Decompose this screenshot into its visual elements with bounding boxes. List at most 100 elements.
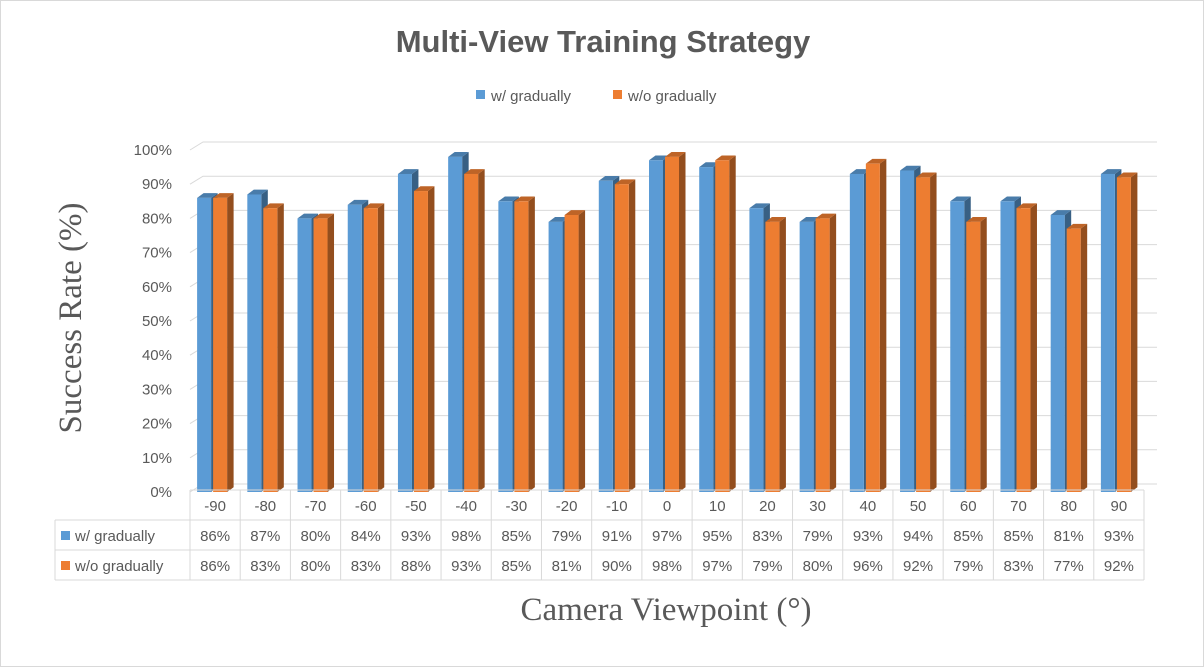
data-label: 79% — [803, 528, 833, 545]
gridline — [189, 141, 1157, 151]
bar-wo-gradually--10 — [614, 179, 636, 492]
legend-swatch-wo-gradually — [613, 90, 622, 99]
data-label: 91% — [602, 528, 632, 545]
x-tick-label: -30 — [506, 498, 528, 515]
bar-wo-gradually-20 — [765, 217, 786, 492]
y-tick-label: 60% — [142, 279, 172, 296]
x-tick-label: 50 — [910, 498, 927, 515]
table-legend-swatch — [61, 531, 70, 540]
bar-wo-gradually--90 — [213, 193, 234, 492]
table-row-label: w/o gradually — [74, 558, 164, 575]
y-axis-title: Success Rate (%) — [53, 203, 89, 434]
table-legend-swatch — [61, 561, 70, 570]
bar-wo-gradually--70 — [313, 213, 335, 492]
data-label: 83% — [250, 558, 280, 575]
bar-wo-gradually-0 — [665, 152, 686, 493]
x-tick-label: 30 — [809, 498, 826, 515]
y-tick-label: 100% — [134, 142, 172, 159]
table-row-label: w/ gradually — [74, 528, 156, 545]
data-label: 86% — [200, 528, 230, 545]
data-label: 96% — [853, 558, 883, 575]
y-axis-ticks: 0% 10% 20% 30% 40% 50% 60% 70% 80% 90% 100% — [134, 142, 172, 501]
data-label: 94% — [903, 528, 933, 545]
data-label: 92% — [903, 558, 933, 575]
data-label: 93% — [401, 528, 431, 545]
x-tick-label: -50 — [405, 498, 427, 515]
data-label: 83% — [1003, 558, 1033, 575]
data-label: 93% — [853, 528, 883, 545]
data-label: 81% — [552, 558, 582, 575]
legend-swatch-w-gradually — [476, 90, 485, 99]
x-tick-label: 60 — [960, 498, 977, 515]
data-label: 83% — [752, 528, 782, 545]
x-tick-label: -70 — [305, 498, 327, 515]
data-label: 97% — [652, 528, 682, 545]
y-tick-label: 40% — [142, 347, 172, 364]
x-tick-label: -40 — [455, 498, 477, 515]
x-tick-label: 70 — [1010, 498, 1027, 515]
bar-wo-gradually--50 — [413, 186, 435, 493]
legend-label-wo-gradually: w/o gradually — [627, 88, 717, 105]
y-tick-label: 80% — [142, 210, 172, 227]
chart-title: Multi-View Training Strategy — [396, 24, 811, 59]
x-tick-label: 80 — [1060, 498, 1077, 515]
x-tick-label: 90 — [1111, 498, 1128, 515]
bar-wo-gradually-40 — [865, 158, 887, 492]
x-tick-label: -20 — [556, 498, 578, 515]
data-label: 85% — [501, 528, 531, 545]
x-tick-label: -60 — [355, 498, 377, 515]
bar-wo-gradually--80 — [263, 203, 284, 492]
gridline — [189, 175, 1157, 185]
x-tick-label: 10 — [709, 498, 726, 515]
data-label: 85% — [501, 558, 531, 575]
bar-wo-gradually--30 — [514, 196, 535, 493]
data-label: 79% — [953, 558, 983, 575]
y-tick-label: 20% — [142, 416, 172, 433]
data-label: 83% — [351, 558, 381, 575]
bar-wo-gradually-30 — [815, 213, 837, 492]
x-tick-label: -10 — [606, 498, 628, 515]
bar-wo-gradually-80 — [1066, 223, 1088, 493]
data-label: 81% — [1054, 528, 1084, 545]
bar-wo-gradually-50 — [916, 172, 937, 493]
data-label: 85% — [953, 528, 983, 545]
x-tick-label: 0 — [663, 498, 671, 515]
data-label: 88% — [401, 558, 431, 575]
y-tick-label: 30% — [142, 381, 172, 398]
data-label: 93% — [1104, 528, 1134, 545]
bars — [197, 152, 1138, 493]
x-tick-label: 20 — [759, 498, 776, 515]
data-label: 97% — [702, 558, 732, 575]
x-axis-title: Camera Viewpoint (°) — [520, 592, 811, 628]
x-tick-label: 40 — [859, 498, 876, 515]
data-label: 79% — [752, 558, 782, 575]
bar-wo-gradually-10 — [715, 155, 736, 492]
bar-wo-gradually--40 — [464, 169, 485, 492]
data-label: 86% — [200, 558, 230, 575]
bar-wo-gradually-90 — [1116, 172, 1138, 493]
data-label: 85% — [1003, 528, 1033, 545]
bar-wo-gradually-60 — [966, 217, 987, 492]
data-label: 80% — [301, 558, 331, 575]
y-tick-label: 90% — [142, 176, 172, 193]
data-label: 80% — [301, 528, 331, 545]
y-tick-label: 0% — [150, 484, 172, 501]
data-label: 84% — [351, 528, 381, 545]
legend-label-w-gradually: w/ gradually — [490, 88, 572, 105]
data-label: 93% — [451, 558, 481, 575]
data-label: 92% — [1104, 558, 1134, 575]
y-tick-label: 10% — [142, 450, 172, 467]
data-label: 80% — [803, 558, 833, 575]
bar-wo-gradually-70 — [1016, 203, 1037, 492]
bar-wo-gradually--20 — [564, 210, 586, 493]
data-label: 79% — [552, 528, 582, 545]
legend: w/ gradually w/o gradually — [476, 88, 717, 105]
x-tick-label: -90 — [204, 498, 226, 515]
data-label: 87% — [250, 528, 280, 545]
data-label: 77% — [1054, 558, 1084, 575]
x-tick-label: -80 — [254, 498, 276, 515]
y-tick-label: 50% — [142, 313, 172, 330]
bar-wo-gradually--60 — [363, 203, 385, 492]
y-tick-label: 70% — [142, 245, 172, 262]
